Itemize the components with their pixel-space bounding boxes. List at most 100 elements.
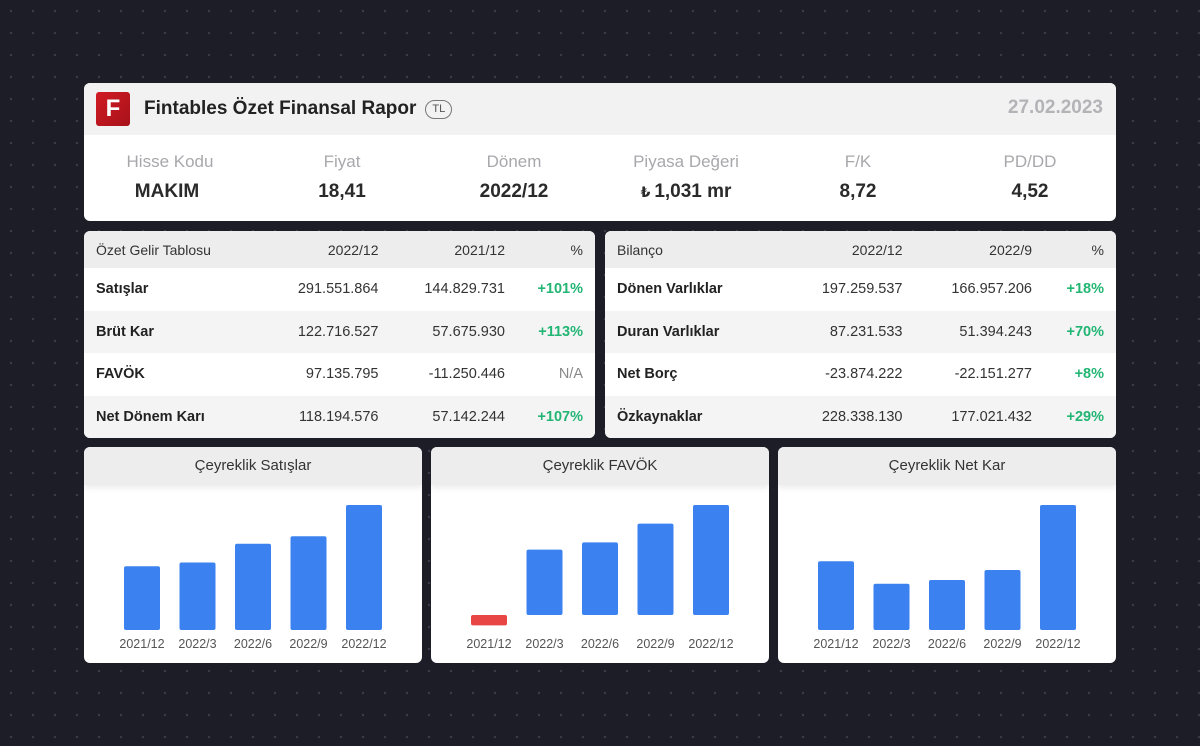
report-header-bar: F Fintables Özet Finansal Rapor TL 27.02… xyxy=(84,83,1116,135)
change-percent: +70% xyxy=(1044,310,1116,353)
x-tick-label: 2022/12 xyxy=(688,637,733,651)
table-row: Net Borç -23.874.222 -22.151.277 +8% xyxy=(605,353,1116,396)
bar-2021-12 xyxy=(818,561,854,630)
table-header-row: Bilanço 2022/12 2022/9 % xyxy=(605,231,1116,268)
column-header: Bilanço xyxy=(605,231,785,268)
bar-2022-12 xyxy=(1040,505,1076,630)
income-statement-card: Özet Gelir Tablosu 2022/12 2021/12 % Sat… xyxy=(84,231,595,438)
currency-badge: TL xyxy=(425,99,453,119)
x-tick-label: 2022/6 xyxy=(581,637,619,651)
change-percent: +113% xyxy=(517,310,595,353)
stat-value: 18,41 xyxy=(318,181,366,202)
bar-2022-12 xyxy=(346,505,382,630)
stat-value: 2022/12 xyxy=(479,181,549,202)
x-tick-label: 2022/6 xyxy=(234,637,272,651)
row-label: Net Borç xyxy=(617,366,678,383)
quarterly-ebitda-chart-card: Çeyreklik FAVÖK 2021/12 2022/3 2022/6 2022/… xyxy=(431,447,769,663)
x-tick-label: 2022/9 xyxy=(983,637,1021,651)
balance-sheet-card: Bilanço 2022/12 2022/9 % Dönen Varlıklar… xyxy=(605,231,1116,438)
income-table: Özet Gelir Tablosu 2022/12 2021/12 % Sat… xyxy=(84,231,595,438)
cell-value: 57.142.244 xyxy=(390,395,517,438)
row-label: FAVÖK xyxy=(96,366,145,383)
x-tick-label: 2021/12 xyxy=(119,637,164,651)
table-row: Satışlar 291.551.864 144.829.731 +101% xyxy=(84,268,595,311)
cell-value: 228.338.130 xyxy=(785,395,915,438)
cell-value: 177.021.432 xyxy=(914,395,1044,438)
market-cap-value: 1,031 mr xyxy=(654,181,732,202)
table-header-row: Özet Gelir Tablosu 2022/12 2021/12 % xyxy=(84,231,595,268)
change-percent: +8% xyxy=(1074,366,1104,383)
stats-row: Hisse Kodu MAKIM Fiyat 18,41 Dönem 2022/… xyxy=(84,135,1116,221)
quarterly-ebitda-chart: 2021/12 2022/3 2022/6 2022/9 2022/12 xyxy=(466,505,734,651)
x-tick-label: 2021/12 xyxy=(813,637,858,651)
bar-2022-9 xyxy=(984,570,1021,630)
stat-pe: F/K 8,72 xyxy=(772,152,944,221)
stat-label: F/K xyxy=(844,152,872,171)
stat-label: Fiyat xyxy=(323,152,361,171)
stat-ticker: Hisse Kodu MAKIM xyxy=(84,152,256,221)
change-percent: N/A xyxy=(558,366,583,383)
x-tick-label: 2022/3 xyxy=(178,637,216,651)
cell-value: 291.551.864 xyxy=(297,281,379,298)
column-header: 2022/12 xyxy=(785,231,915,268)
cell-value: 118.194.576 xyxy=(264,395,391,438)
x-tick-label: 2022/6 xyxy=(928,637,966,651)
stat-pb: PD/DD 4,52 xyxy=(944,152,1116,221)
cell-value: 51.394.243 xyxy=(914,310,1044,353)
chart-title: Çeyreklik Satışlar xyxy=(84,447,422,485)
change-percent: +107% xyxy=(517,395,595,438)
row-label: Dönen Varlıklar xyxy=(617,281,723,298)
stat-value: ₺ 1,031 mr xyxy=(600,181,772,203)
report-date: 27.02.2023 xyxy=(1007,97,1103,118)
stat-label: Dönem xyxy=(486,152,542,171)
x-tick-label: 2022/12 xyxy=(341,637,386,651)
table-row: Özkaynaklar 228.338.130 177.021.432 +29% xyxy=(605,395,1116,438)
x-tick-label: 2022/9 xyxy=(289,637,327,651)
lira-icon: ₺ xyxy=(640,184,651,200)
bar-2022-6 xyxy=(582,542,618,615)
cell-value: 166.957.206 xyxy=(951,281,1032,298)
change-percent: +18% xyxy=(1066,281,1105,298)
row-label: Satışlar xyxy=(96,281,149,298)
stat-label: Hisse Kodu xyxy=(126,152,214,171)
column-header: 2022/12 xyxy=(264,231,391,268)
bar-2022-6 xyxy=(235,543,271,630)
bar-2022-12 xyxy=(693,505,729,615)
cell-value: 87.231.533 xyxy=(785,310,915,353)
column-header: Özet Gelir Tablosu xyxy=(84,231,264,268)
row-label: Özkaynaklar xyxy=(605,395,785,438)
cell-value: 144.829.731 xyxy=(424,281,505,298)
table-row: Dönen Varlıklar 197.259.537 166.957.206 … xyxy=(605,268,1116,311)
stat-value: 4,52 xyxy=(1011,181,1049,202)
column-header: 2021/12 xyxy=(390,231,517,268)
bar-2021-12 xyxy=(124,566,160,630)
change-percent: +29% xyxy=(1044,395,1116,438)
change-percent: +101% xyxy=(537,281,583,298)
bar-2022-9 xyxy=(637,523,674,615)
x-tick-label: 2022/12 xyxy=(1035,637,1080,651)
stat-period: Dönem 2022/12 xyxy=(428,152,600,221)
chart-title: Çeyreklik Net Kar xyxy=(778,447,1116,485)
column-header: % xyxy=(1044,231,1116,268)
row-label: Duran Varlıklar xyxy=(605,310,785,353)
cell-value: -23.874.222 xyxy=(825,366,903,383)
balance-table: Bilanço 2022/12 2022/9 % Dönen Varlıklar… xyxy=(605,231,1116,438)
stat-value: MAKIM xyxy=(134,181,200,202)
cell-value: -22.151.277 xyxy=(954,366,1032,383)
table-row: Brüt Kar 122.716.527 57.675.930 +113% xyxy=(84,310,595,353)
x-tick-label: 2021/12 xyxy=(466,637,511,651)
x-tick-label: 2022/9 xyxy=(636,637,674,651)
quarterly-sales-chart-card: Çeyreklik Satışlar 2021/12 2022/3 2022/6 20… xyxy=(84,447,422,663)
stat-label: Piyasa Değeri xyxy=(633,152,739,171)
cell-value: -11.250.446 xyxy=(428,366,505,383)
row-label: Brüt Kar xyxy=(84,310,264,353)
bar-2022-3 xyxy=(526,549,563,615)
quarterly-net-profit-chart: 2021/12 2022/3 2022/6 2022/9 2022/12 xyxy=(813,505,1081,651)
quarterly-net-profit-chart-card: Çeyreklik Net Kar 2021/12 2022/3 2022/6 202… xyxy=(778,447,1116,663)
x-tick-label: 2022/3 xyxy=(525,637,563,651)
table-row: Duran Varlıklar 87.231.533 51.394.243 +7… xyxy=(605,310,1116,353)
fintables-logo-icon: F xyxy=(96,92,130,126)
stat-market-cap: Piyasa Değeri ₺ 1,031 mr xyxy=(600,152,772,221)
cell-value: 97.135.795 xyxy=(305,366,379,383)
bar-2021-12 xyxy=(471,615,507,626)
